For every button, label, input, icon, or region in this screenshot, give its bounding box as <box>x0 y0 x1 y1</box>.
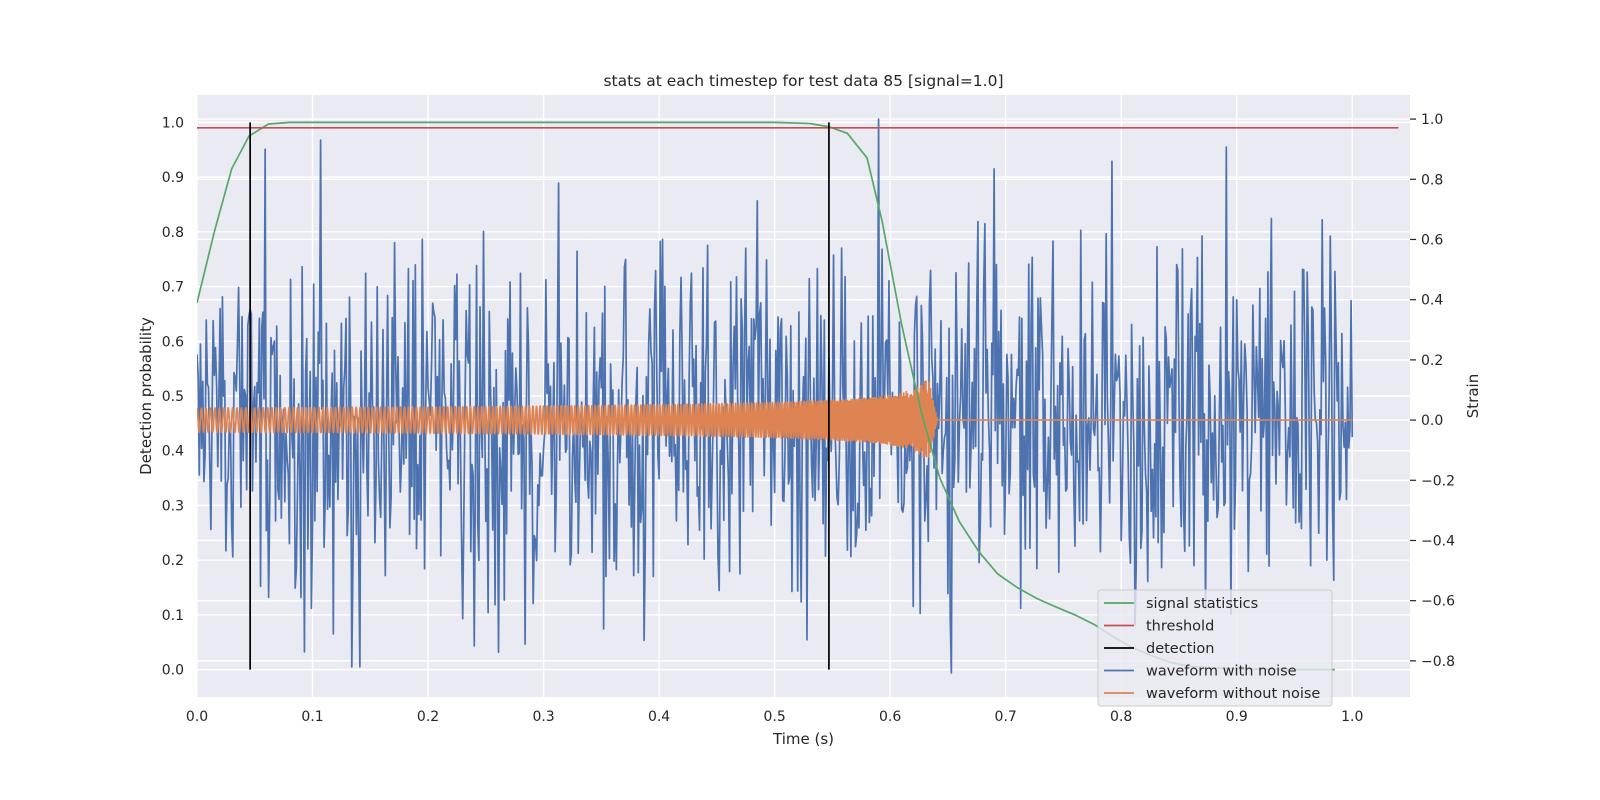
y-left-tick-label: 0.2 <box>162 553 184 569</box>
legend-label: waveform without noise <box>1146 686 1320 702</box>
y-right-tick-label: 1.0 <box>1421 112 1443 128</box>
series-waveform-without-noise <box>197 380 1353 459</box>
y-left-axis-label: Detection probability <box>137 317 155 475</box>
series-waveform-with-noise <box>197 118 1354 674</box>
x-tick-label: 1.0 <box>1341 709 1363 725</box>
x-tick-label: 0.6 <box>879 709 901 725</box>
y-right-tick-label: −0.2 <box>1421 473 1455 489</box>
x-tick-label: 0.0 <box>186 709 208 725</box>
y-right-tick-label: 0.8 <box>1421 172 1443 188</box>
y-right-tick-label: 0.4 <box>1421 293 1443 309</box>
x-tick-label: 0.3 <box>532 709 554 725</box>
y-left-tick-label: 0.5 <box>162 389 184 405</box>
legend-box <box>1097 589 1333 707</box>
x-axis-ticks: 0.0 0.1 0.2 0.3 0.4 0.5 0.6 0.7 0.8 0.9 1.0 <box>186 709 1364 725</box>
y-left-tick-label: 0.8 <box>162 225 184 241</box>
y-left-tick-label: 0.3 <box>162 498 184 514</box>
x-axis-label: Time (s) <box>772 730 834 748</box>
x-tick-label: 0.1 <box>301 709 323 725</box>
y-left-tick-label: 0.7 <box>162 280 184 296</box>
x-tick-label: 0.8 <box>1110 709 1132 725</box>
x-tick-label: 0.5 <box>763 709 785 725</box>
y-right-tick-label: −0.4 <box>1421 533 1455 549</box>
y-right-axis-ticks: −0.8 −0.6 −0.4 −0.2 0.0 0.2 0.4 0.6 0.8 1.0 <box>1410 112 1455 670</box>
y-right-tick-label: −0.6 <box>1421 594 1455 610</box>
y-left-tick-label: 0.0 <box>162 663 184 679</box>
legend-label: threshold <box>1146 619 1214 635</box>
legend: signal statistics threshold detection wavef… <box>1097 589 1333 707</box>
y-right-tick-label: 0.2 <box>1421 353 1443 369</box>
y-left-tick-label: 0.4 <box>162 444 184 460</box>
x-tick-label: 0.7 <box>995 709 1017 725</box>
legend-label: detection <box>1146 641 1214 657</box>
legend-label: waveform with noise <box>1146 664 1297 680</box>
legend-label: signal statistics <box>1146 596 1258 612</box>
y-right-axis-label: Strain <box>1464 374 1482 418</box>
y-right-tick-label: −0.8 <box>1421 654 1455 670</box>
x-tick-label: 0.4 <box>648 709 670 725</box>
y-left-tick-label: 1.0 <box>162 115 184 131</box>
y-right-tick-label: 0.0 <box>1421 413 1443 429</box>
x-tick-label: 0.2 <box>417 709 439 725</box>
x-tick-label: 0.9 <box>1226 709 1248 725</box>
y-left-tick-label: 0.1 <box>162 608 184 624</box>
y-right-tick-label: 0.6 <box>1421 232 1443 248</box>
y-left-tick-label: 0.6 <box>162 334 184 350</box>
chart-title: stats at each timestep for test data 85 … <box>603 72 1003 90</box>
y-left-tick-label: 0.9 <box>162 170 184 186</box>
y-left-axis-ticks: 0.0 0.1 0.2 0.3 0.4 0.5 0.6 0.7 0.8 0.9 1.0 <box>162 115 184 678</box>
